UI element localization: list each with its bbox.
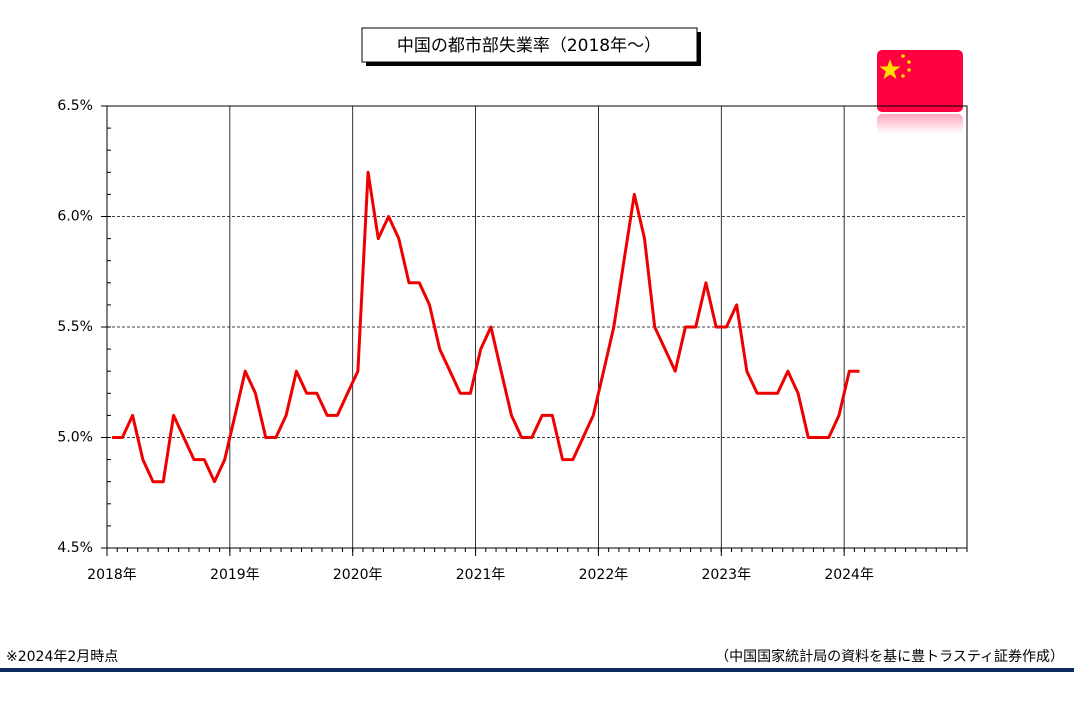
y-tick-label: 6.5% — [57, 98, 93, 114]
flag-reflection — [877, 114, 963, 134]
footnote: ※2024年2月時点 — [6, 649, 118, 665]
x-tick-label: 2018年 — [87, 567, 137, 583]
flag-star — [907, 60, 911, 64]
x-tick-label: 2020年 — [333, 567, 383, 583]
title-box — [361, 27, 698, 63]
x-tick-label: 2019年 — [210, 567, 260, 583]
x-tick-label: 2024年 — [824, 567, 874, 583]
flag-star — [907, 68, 911, 72]
y-tick-label: 4.5% — [57, 540, 93, 556]
flag-star — [901, 54, 905, 58]
footer-rule — [0, 668, 1074, 672]
y-tick-label: 6.0% — [57, 209, 93, 225]
flag-body — [877, 50, 963, 112]
x-tick-label: 2022年 — [579, 567, 629, 583]
flag — [877, 50, 963, 134]
line-series — [112, 170, 860, 484]
y-tick-label: 5.5% — [57, 319, 93, 335]
y-tick-label: 5.0% — [57, 430, 93, 446]
flag-star — [879, 59, 901, 79]
x-tick-label: 2023年 — [701, 567, 751, 583]
chart-title: 中国の都市部失業率（2018年～） — [397, 36, 661, 56]
x-tick-label: 2021年 — [456, 567, 506, 583]
flag-star — [901, 74, 905, 78]
source: （中国国家統計局の資料を基に豊トラスティ証券作成） — [715, 648, 1064, 665]
